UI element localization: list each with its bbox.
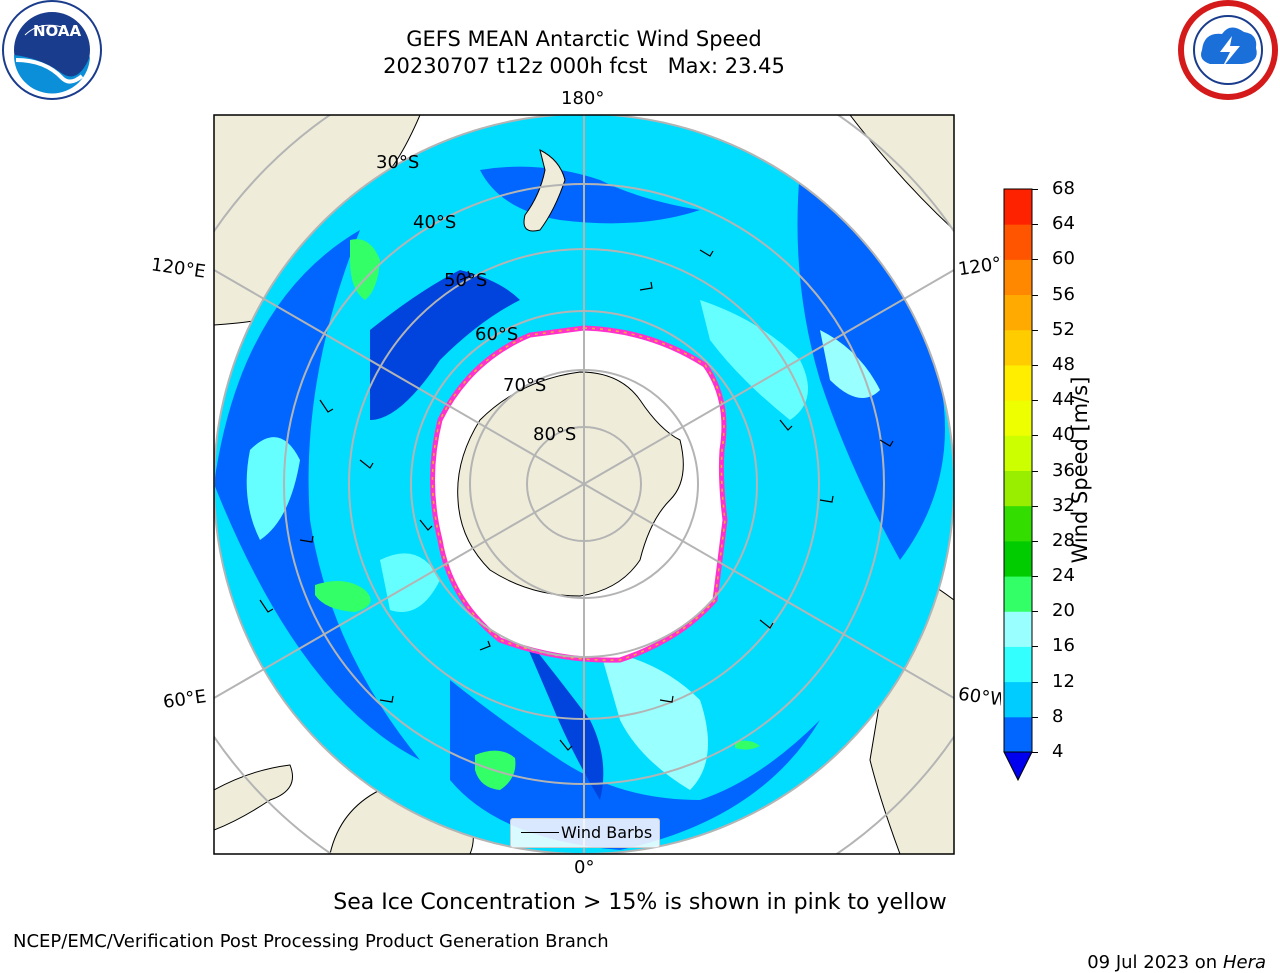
latitude-label-40s: 40°S: [413, 212, 457, 233]
sea-ice-caption: Sea Ice Concentration > 15% is shown in …: [333, 890, 947, 915]
meridian-label-180: 180°: [561, 88, 605, 109]
colorbar-tick-mark: [1032, 540, 1038, 542]
colorbar-tick-mark: [1032, 470, 1038, 472]
colorbar-tick-mark: [1032, 364, 1038, 366]
colorbar-tick-label: 32: [1052, 494, 1075, 516]
footer-date: 09 Jul 2023 on: [1087, 952, 1223, 973]
colorbar-tick-mark: [1032, 716, 1038, 718]
footer-host: Hera: [1222, 952, 1266, 973]
colorbar-tick-label: 52: [1052, 318, 1075, 340]
colorbar-segment: [1004, 576, 1032, 612]
colorbar-segment: [1004, 681, 1032, 718]
nws-logo: [1176, 0, 1280, 100]
colorbar-segment: [1004, 611, 1032, 647]
meridian-label-0: 0°: [574, 857, 595, 878]
colorbar-tick-label: 60: [1052, 248, 1075, 270]
colorbar-tick-mark: [1032, 505, 1038, 507]
colorbar-tick-mark: [1032, 224, 1038, 226]
colorbar-segment: [1004, 435, 1032, 471]
latitude-label-30s: 30°S: [376, 152, 420, 173]
footer-right: 09 Jul 2023 on Hera: [1076, 931, 1266, 973]
latitude-label-50s: 50°S: [444, 270, 488, 291]
colorbar-tick-label: 28: [1052, 529, 1075, 551]
colorbar-tick-label: 48: [1052, 353, 1075, 375]
map-subtitle: 20230707 t12z 000h fcst Max: 23.45: [383, 54, 785, 78]
colorbar-tick-mark: [1032, 189, 1038, 190]
colorbar-segment: [1004, 400, 1032, 436]
colorbar-segment: [1004, 646, 1032, 683]
colorbar-tick-mark: [1032, 576, 1038, 578]
colorbar: [1003, 188, 1033, 782]
latitude-label-80s: 80°S: [533, 424, 577, 445]
colorbar-tick-mark: [1032, 681, 1038, 683]
noaa-logo-text: NOAA: [33, 22, 82, 40]
colorbar-label: Wind Speed [m/s]: [1068, 376, 1092, 564]
colorbar-segment: [1004, 189, 1032, 225]
graticule: [214, 115, 954, 854]
colorbar-segment: [1004, 540, 1032, 577]
colorbar-extend-arrow: [1003, 751, 1033, 782]
colorbar-tick-mark: [1032, 611, 1038, 613]
map-frame: [213, 114, 955, 855]
colorbar-tick-label: 12: [1052, 670, 1075, 692]
wind-barb-legend-line: [521, 832, 559, 833]
map-legend: Wind Barbs: [510, 818, 660, 848]
wind-barb-legend-label: Wind Barbs: [561, 823, 653, 842]
footer-left: NCEP/EMC/Verification Post Processing Pr…: [13, 931, 609, 952]
colorbar-segment: [1004, 505, 1032, 542]
colorbar-segment: [1004, 259, 1032, 296]
colorbar-segment: [1004, 470, 1032, 507]
colorbar-tick-mark: [1032, 646, 1038, 648]
colorbar-tick-label: 36: [1052, 459, 1075, 481]
colorbar-tick-mark: [1032, 329, 1038, 331]
colorbar-tick-label: 64: [1052, 213, 1075, 235]
map-title: GEFS MEAN Antarctic Wind Speed: [406, 27, 762, 51]
latitude-label-60s: 60°S: [475, 324, 519, 345]
colorbar-segment: [1004, 716, 1032, 753]
colorbar-tick-mark: [1032, 435, 1038, 437]
colorbar-segment: [1004, 224, 1032, 260]
colorbar-tick-mark: [1032, 400, 1038, 402]
colorbar-tick-label: 24: [1052, 565, 1075, 587]
colorbar-tick-label: 44: [1052, 389, 1075, 411]
colorbar-tick-label: 40: [1052, 424, 1075, 446]
wind-barbs: [259, 249, 894, 751]
colorbar-segment: [1004, 329, 1032, 366]
colorbar-tick-label: 4: [1052, 741, 1064, 762]
colorbar-tick-mark: [1032, 259, 1038, 261]
colorbar-tick-label: 16: [1052, 635, 1075, 657]
colorbar-segment: [1004, 294, 1032, 331]
colorbar-tick-label: 56: [1052, 283, 1075, 305]
latitude-label-70s: 70°S: [503, 375, 547, 396]
colorbar-segment: [1004, 364, 1032, 401]
colorbar-tick-label: 8: [1052, 705, 1064, 727]
noaa-logo: [0, 0, 110, 110]
colorbar-tick-label: 68: [1052, 178, 1075, 199]
colorbar-tick-mark: [1032, 752, 1038, 753]
colorbar-tick-mark: [1032, 294, 1038, 296]
colorbar-tick-label: 20: [1052, 600, 1075, 622]
